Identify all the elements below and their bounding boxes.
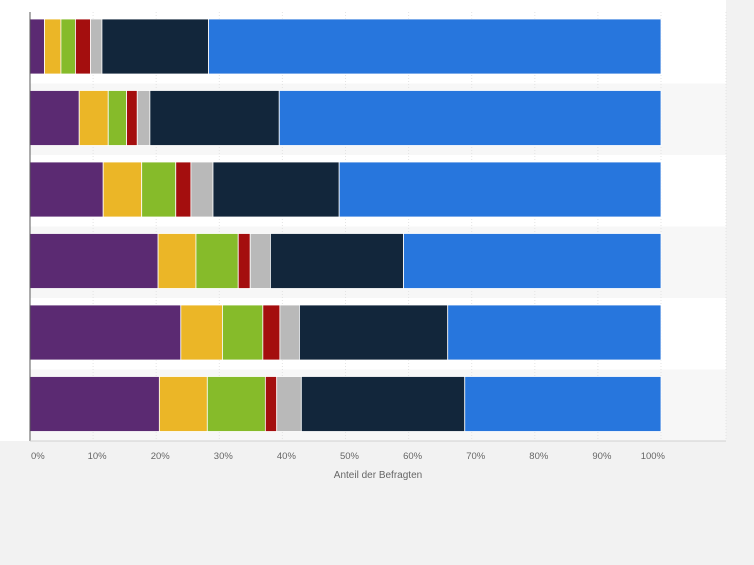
- bar-segment: [29, 304, 182, 361]
- bar-segment: [299, 304, 449, 361]
- x-tick-label: 100%: [641, 451, 666, 462]
- bar-segment: [300, 376, 466, 432]
- bar-segment: [141, 161, 177, 218]
- x-tick-label: 60%: [403, 451, 423, 462]
- bar-segment: [29, 90, 80, 146]
- x-tick-label: 90%: [592, 451, 612, 462]
- bar-segment: [158, 376, 208, 432]
- bar-segment: [206, 376, 266, 432]
- bar-segment: [279, 304, 300, 361]
- bar-segment: [403, 233, 662, 289]
- bar-segment: [264, 376, 278, 432]
- bar-segment: [78, 90, 109, 146]
- bar-segment: [102, 161, 143, 218]
- x-tick-label: 40%: [277, 451, 297, 462]
- bar-segment: [180, 304, 223, 361]
- bar-segment: [212, 161, 340, 218]
- bar-segment: [29, 18, 45, 75]
- bar-segment: [249, 233, 271, 289]
- bar-segment: [175, 161, 192, 218]
- bar-segment: [195, 233, 239, 289]
- bar-segment: [157, 233, 197, 289]
- x-tick-label: 30%: [214, 451, 234, 462]
- x-tick-label: 80%: [529, 451, 549, 462]
- bar-segment: [208, 18, 662, 75]
- bar-segment: [190, 161, 214, 218]
- x-axis-title: Anteil der Befragten: [334, 470, 422, 481]
- x-tick-label: 20%: [151, 451, 171, 462]
- bar-segment: [464, 376, 662, 432]
- bar-segment: [101, 18, 209, 75]
- bar-segment: [136, 90, 151, 146]
- bar-segment: [90, 18, 103, 75]
- bar-segment: [237, 233, 251, 289]
- bar-segment: [447, 304, 662, 361]
- bar-segment: [29, 233, 159, 289]
- bar-segment: [262, 304, 281, 361]
- x-tick-label: 10%: [88, 451, 108, 462]
- bar-segment: [29, 376, 160, 432]
- bar-segment: [60, 18, 76, 75]
- bar-segment: [126, 90, 138, 146]
- x-tick-label: 0%: [31, 451, 45, 462]
- bar-segment: [276, 376, 302, 432]
- bar-segment: [29, 161, 104, 218]
- x-tick-label: 50%: [340, 451, 360, 462]
- x-tick-label: 70%: [466, 451, 486, 462]
- bar-segment: [278, 90, 662, 146]
- bar-segment: [338, 161, 662, 218]
- bar-segment: [270, 233, 404, 289]
- bar-segment: [107, 90, 127, 146]
- bar-segment: [149, 90, 280, 146]
- bar-segment: [222, 304, 264, 361]
- bar-segment: [75, 18, 91, 75]
- bar-segment: [44, 18, 62, 75]
